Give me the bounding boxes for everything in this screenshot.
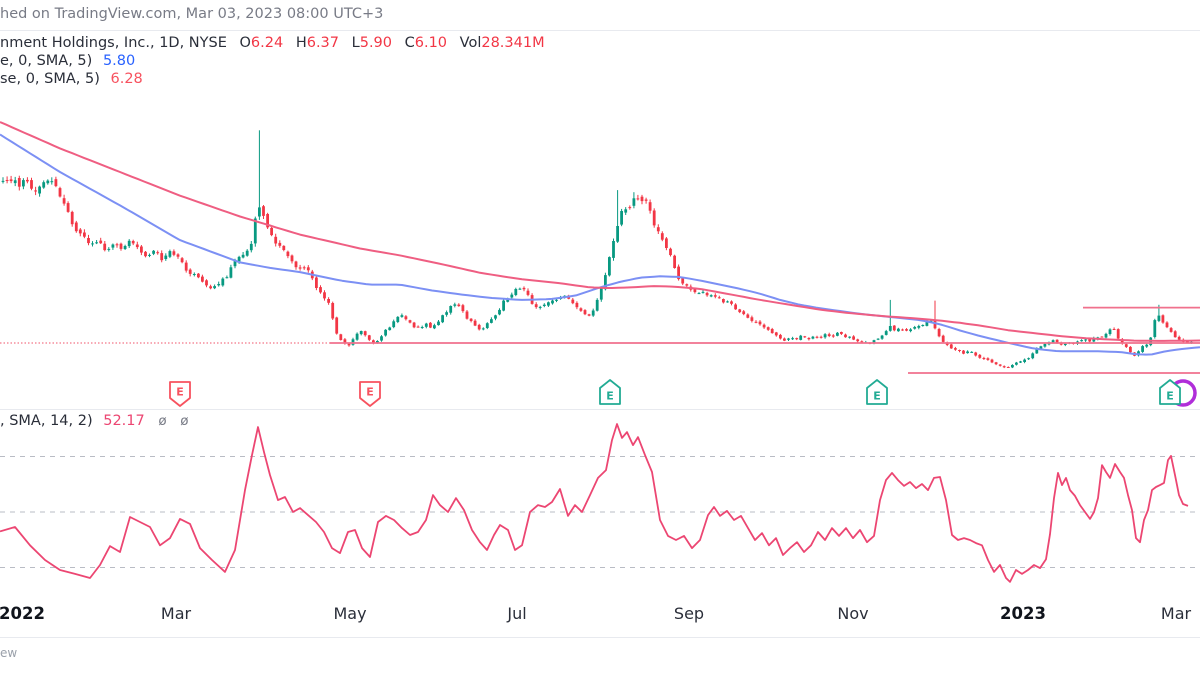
x-axis-label: May	[333, 604, 367, 623]
sma-slow-line[interactable]	[0, 121, 1200, 342]
high-label: H	[295, 35, 307, 51]
open-label: O	[239, 35, 251, 51]
close-label: C	[404, 35, 415, 51]
x-axis[interactable]: 2022 Mar May Jul Sep Nov 2023 Mar	[0, 604, 1200, 632]
symbol-title: nment Holdings, Inc., 1D, NYSE	[0, 35, 227, 51]
open-value: 6.24	[250, 35, 284, 51]
x-axis-label: Sep	[673, 604, 705, 623]
earnings-badge-down[interactable]: E	[359, 381, 381, 407]
earnings-badge-shape	[599, 379, 621, 405]
rsi-title: , SMA, 14, 2)	[0, 413, 93, 429]
sma-fast-legend-row[interactable]: e, 0, SMA, 5) 5.80	[0, 53, 135, 69]
x-axis-label: 2022	[0, 604, 45, 623]
pane-separator	[0, 409, 1200, 410]
earnings-badge-shape	[866, 379, 888, 405]
volume-label: Vol	[459, 35, 482, 51]
header-separator	[0, 30, 1200, 31]
low-label: L	[351, 35, 360, 51]
volume-value: 28.341M	[481, 35, 545, 51]
watermark-text: ew	[0, 646, 18, 660]
earnings-badge-letter: E	[366, 386, 374, 399]
publish-attribution: hed on TradingView.com, Mar 03, 2023 08:…	[0, 6, 383, 22]
x-axis-label: Mar	[160, 604, 192, 623]
sma-slow-title: se, 0, SMA, 5)	[0, 71, 100, 87]
tradingview-watermark: ew	[0, 646, 17, 660]
rsi-value: 52.17	[103, 413, 145, 429]
candlestick-series[interactable]	[1, 130, 1193, 369]
earnings-badge-letter: E	[606, 390, 614, 403]
publish-attribution-text: hed on TradingView.com, Mar 03, 2023 08:…	[0, 6, 384, 22]
earnings-badge-up[interactable]: E	[599, 379, 621, 405]
low-value: 5.90	[359, 35, 393, 51]
x-axis-label: 2023	[1000, 604, 1046, 623]
earnings-badge-shape	[1159, 379, 1181, 405]
earnings-badge-letter: E	[873, 390, 881, 403]
x-axis-label: Jul	[507, 604, 527, 623]
x-axis-label: Mar	[1160, 604, 1192, 623]
earnings-badge-letter: E	[176, 386, 184, 399]
high-value: 6.37	[306, 35, 340, 51]
sma-fast-value: 5.80	[102, 53, 136, 69]
axis-separator	[0, 637, 1200, 638]
sma-slow-value: 6.28	[110, 71, 143, 87]
sma-fast-line[interactable]	[0, 133, 1200, 356]
earnings-badge-down[interactable]: E	[169, 381, 191, 407]
earnings-badge-up[interactable]: E	[866, 379, 888, 405]
earnings-badge-shape	[169, 381, 191, 407]
rsi-empty-value-2: ø	[180, 413, 189, 429]
symbol-legend-row[interactable]: nment Holdings, Inc., 1D, NYSE O6.24 H6.…	[0, 35, 545, 51]
rsi-empty-value-1: ø	[158, 413, 167, 429]
sma-fast-title: e, 0, SMA, 5)	[0, 53, 93, 69]
rsi-line[interactable]	[0, 423, 1189, 583]
rsi-legend-row[interactable]: , SMA, 14, 2) 52.17 ø ø	[0, 413, 189, 429]
earnings-badge-shape	[359, 381, 381, 407]
sma-slow-legend-row[interactable]: se, 0, SMA, 5) 6.28	[0, 71, 143, 87]
earnings-badge-up[interactable]: E	[1159, 379, 1197, 407]
earnings-badge-letter: E	[1166, 390, 1174, 403]
x-axis-label: Nov	[837, 604, 869, 623]
close-value: 6.10	[414, 35, 448, 51]
